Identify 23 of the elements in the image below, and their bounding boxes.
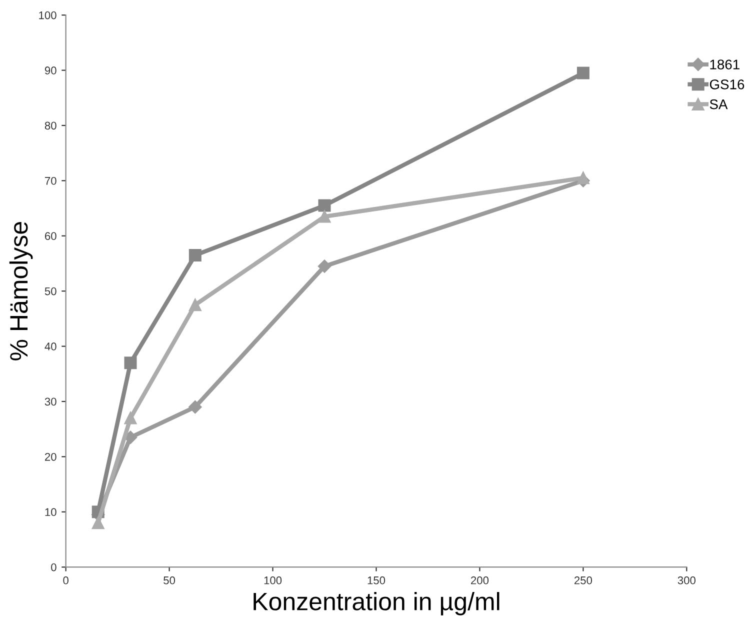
y-tick-label: 20 xyxy=(45,452,56,461)
y-tick-label: 50 xyxy=(44,287,56,296)
y-tick-label: 60 xyxy=(45,232,56,240)
y-tick-label: 40 xyxy=(44,342,56,350)
legend-label: GS16 xyxy=(710,79,744,90)
legend-label: SA xyxy=(710,99,728,110)
x-tick-label: 0 xyxy=(63,576,68,584)
x-tick-label: 100 xyxy=(264,576,282,584)
y-tick-label: 80 xyxy=(44,122,56,130)
x-tick-label: 300 xyxy=(678,576,696,584)
y-tick-label: 70 xyxy=(45,176,56,185)
legend-label: 1861 xyxy=(710,60,740,70)
x-tick-label: 200 xyxy=(471,576,489,584)
x-tick-label: 50 xyxy=(164,576,176,584)
y-tick-label: 100 xyxy=(39,11,56,20)
y-tick-label: 90 xyxy=(44,66,56,74)
x-tick-label: 150 xyxy=(368,576,386,584)
y-tick-label: 10 xyxy=(45,508,56,516)
x-tick-label: 250 xyxy=(574,576,592,584)
y-axis-title: % Hämolyse xyxy=(9,222,33,360)
y-tick-label: 0 xyxy=(51,563,56,572)
x-axis-title: Konzentration in µg/ml xyxy=(254,592,500,616)
y-tick-label: 30 xyxy=(44,398,56,406)
